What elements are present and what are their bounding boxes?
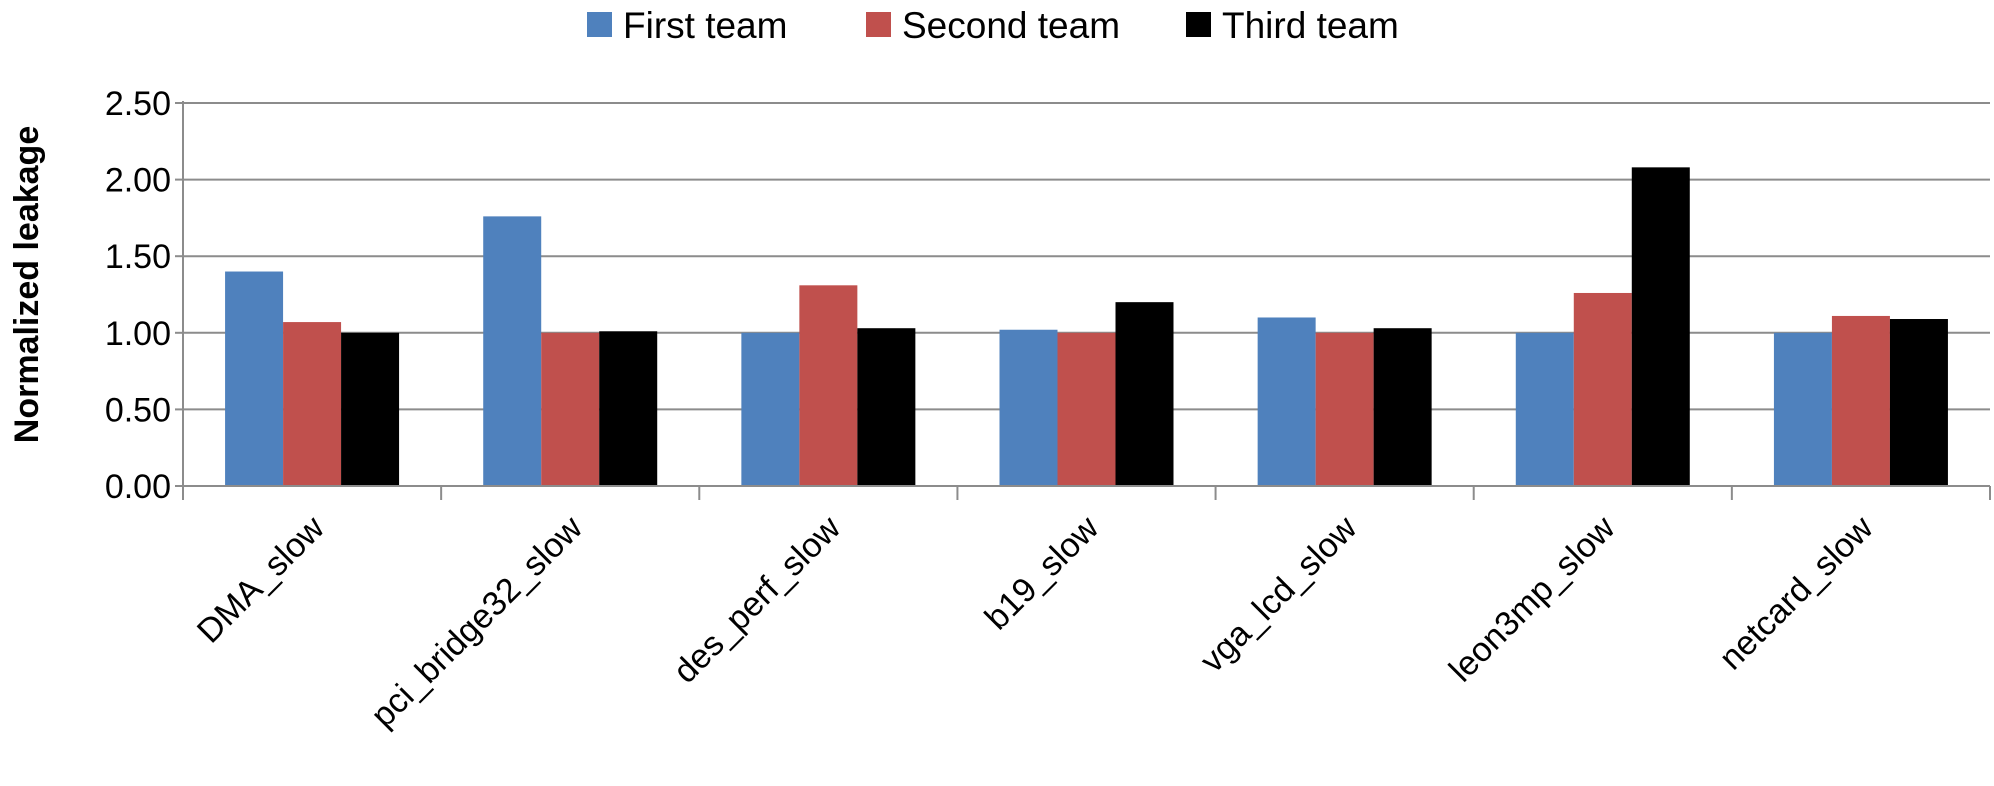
bar-first-team (1515, 332, 1574, 486)
bar-third-team (1115, 302, 1174, 486)
y-tick-label: 0.50 (105, 391, 171, 429)
x-tick-label: DMA_slow (190, 508, 332, 650)
bar-second-team (799, 285, 858, 486)
bar-third-team (1889, 319, 1948, 486)
bar-first-team (1773, 332, 1832, 486)
bars (225, 167, 1948, 487)
bar-third-team (599, 331, 658, 486)
x-tick-label: des_perf_slow (666, 508, 848, 690)
y-tick-label: 2.00 (105, 162, 171, 200)
x-tick-label: pci_bridge32_slow (364, 508, 590, 734)
x-axis-ticks: DMA_slow pci_bridge32_slow des_perf_slow b1… (182, 486, 1991, 735)
legend-label: Third team (1222, 5, 1399, 46)
legend: First team Second team Third team (587, 5, 1399, 46)
bar-third-team (1373, 328, 1432, 486)
y-tick-label: 1.50 (105, 238, 171, 276)
y-tick-label: 2.50 (105, 85, 171, 123)
y-tick-label: 1.00 (105, 315, 171, 353)
bar-third-team (341, 332, 400, 486)
bar-third-team (857, 328, 916, 486)
legend-swatch (1186, 12, 1211, 37)
bar-first-team (1257, 317, 1316, 486)
y-axis-title: Normalized leakage (8, 126, 46, 443)
y-axis-ticks: 0.00 0.50 1.00 1.50 2.00 2.50 (105, 85, 183, 506)
x-tick-label: leon3mp_slow (1442, 508, 1623, 689)
legend-swatch (866, 12, 891, 37)
x-tick-label: netcard_slow (1712, 508, 1881, 677)
bar-second-team (1057, 332, 1116, 486)
x-tick-label: vga_lcd_slow (1193, 508, 1365, 680)
bar-second-team (1315, 332, 1374, 486)
bar-second-team (1573, 292, 1632, 486)
bar-first-team (999, 329, 1058, 486)
bar-first-team (483, 216, 542, 487)
legend-label: Second team (902, 5, 1120, 46)
bar-first-team (225, 271, 284, 486)
bar-first-team (741, 332, 800, 486)
legend-label: First team (623, 5, 787, 46)
y-tick-label: 0.00 (105, 468, 171, 506)
x-tick-label: b19_slow (978, 508, 1107, 637)
bar-second-team (283, 322, 342, 486)
bar-second-team (541, 332, 600, 486)
axes (182, 101, 1990, 487)
bar-third-team (1631, 167, 1690, 486)
bar-second-team (1831, 315, 1890, 486)
legend-swatch (587, 12, 612, 37)
